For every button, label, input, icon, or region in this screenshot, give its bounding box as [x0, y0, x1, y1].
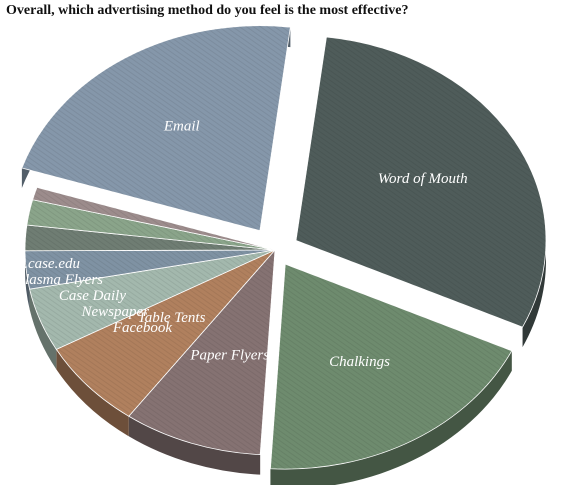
slice-label-newspaper: Newspaper	[81, 304, 150, 320]
slice-label-email: Email	[163, 119, 200, 135]
slice-label-facebook: Facebook	[112, 320, 172, 336]
slice-label-plasma-flyers: Plasma Flyers	[15, 272, 103, 288]
chart-title: Overall, which advertising method do you…	[6, 3, 409, 18]
slice-label-case-daily: Case Daily	[59, 288, 126, 304]
slice-label-paper-flyers: Paper Flyers	[189, 348, 269, 364]
slice-label-word-of-mouth: Word of Mouth	[378, 171, 468, 187]
slice-label-chalkings: Chalkings	[329, 354, 390, 370]
slice-label-start-case-edu: Start.case.edu	[0, 256, 80, 272]
slice-label-table-tents: Table Tents	[138, 310, 206, 326]
